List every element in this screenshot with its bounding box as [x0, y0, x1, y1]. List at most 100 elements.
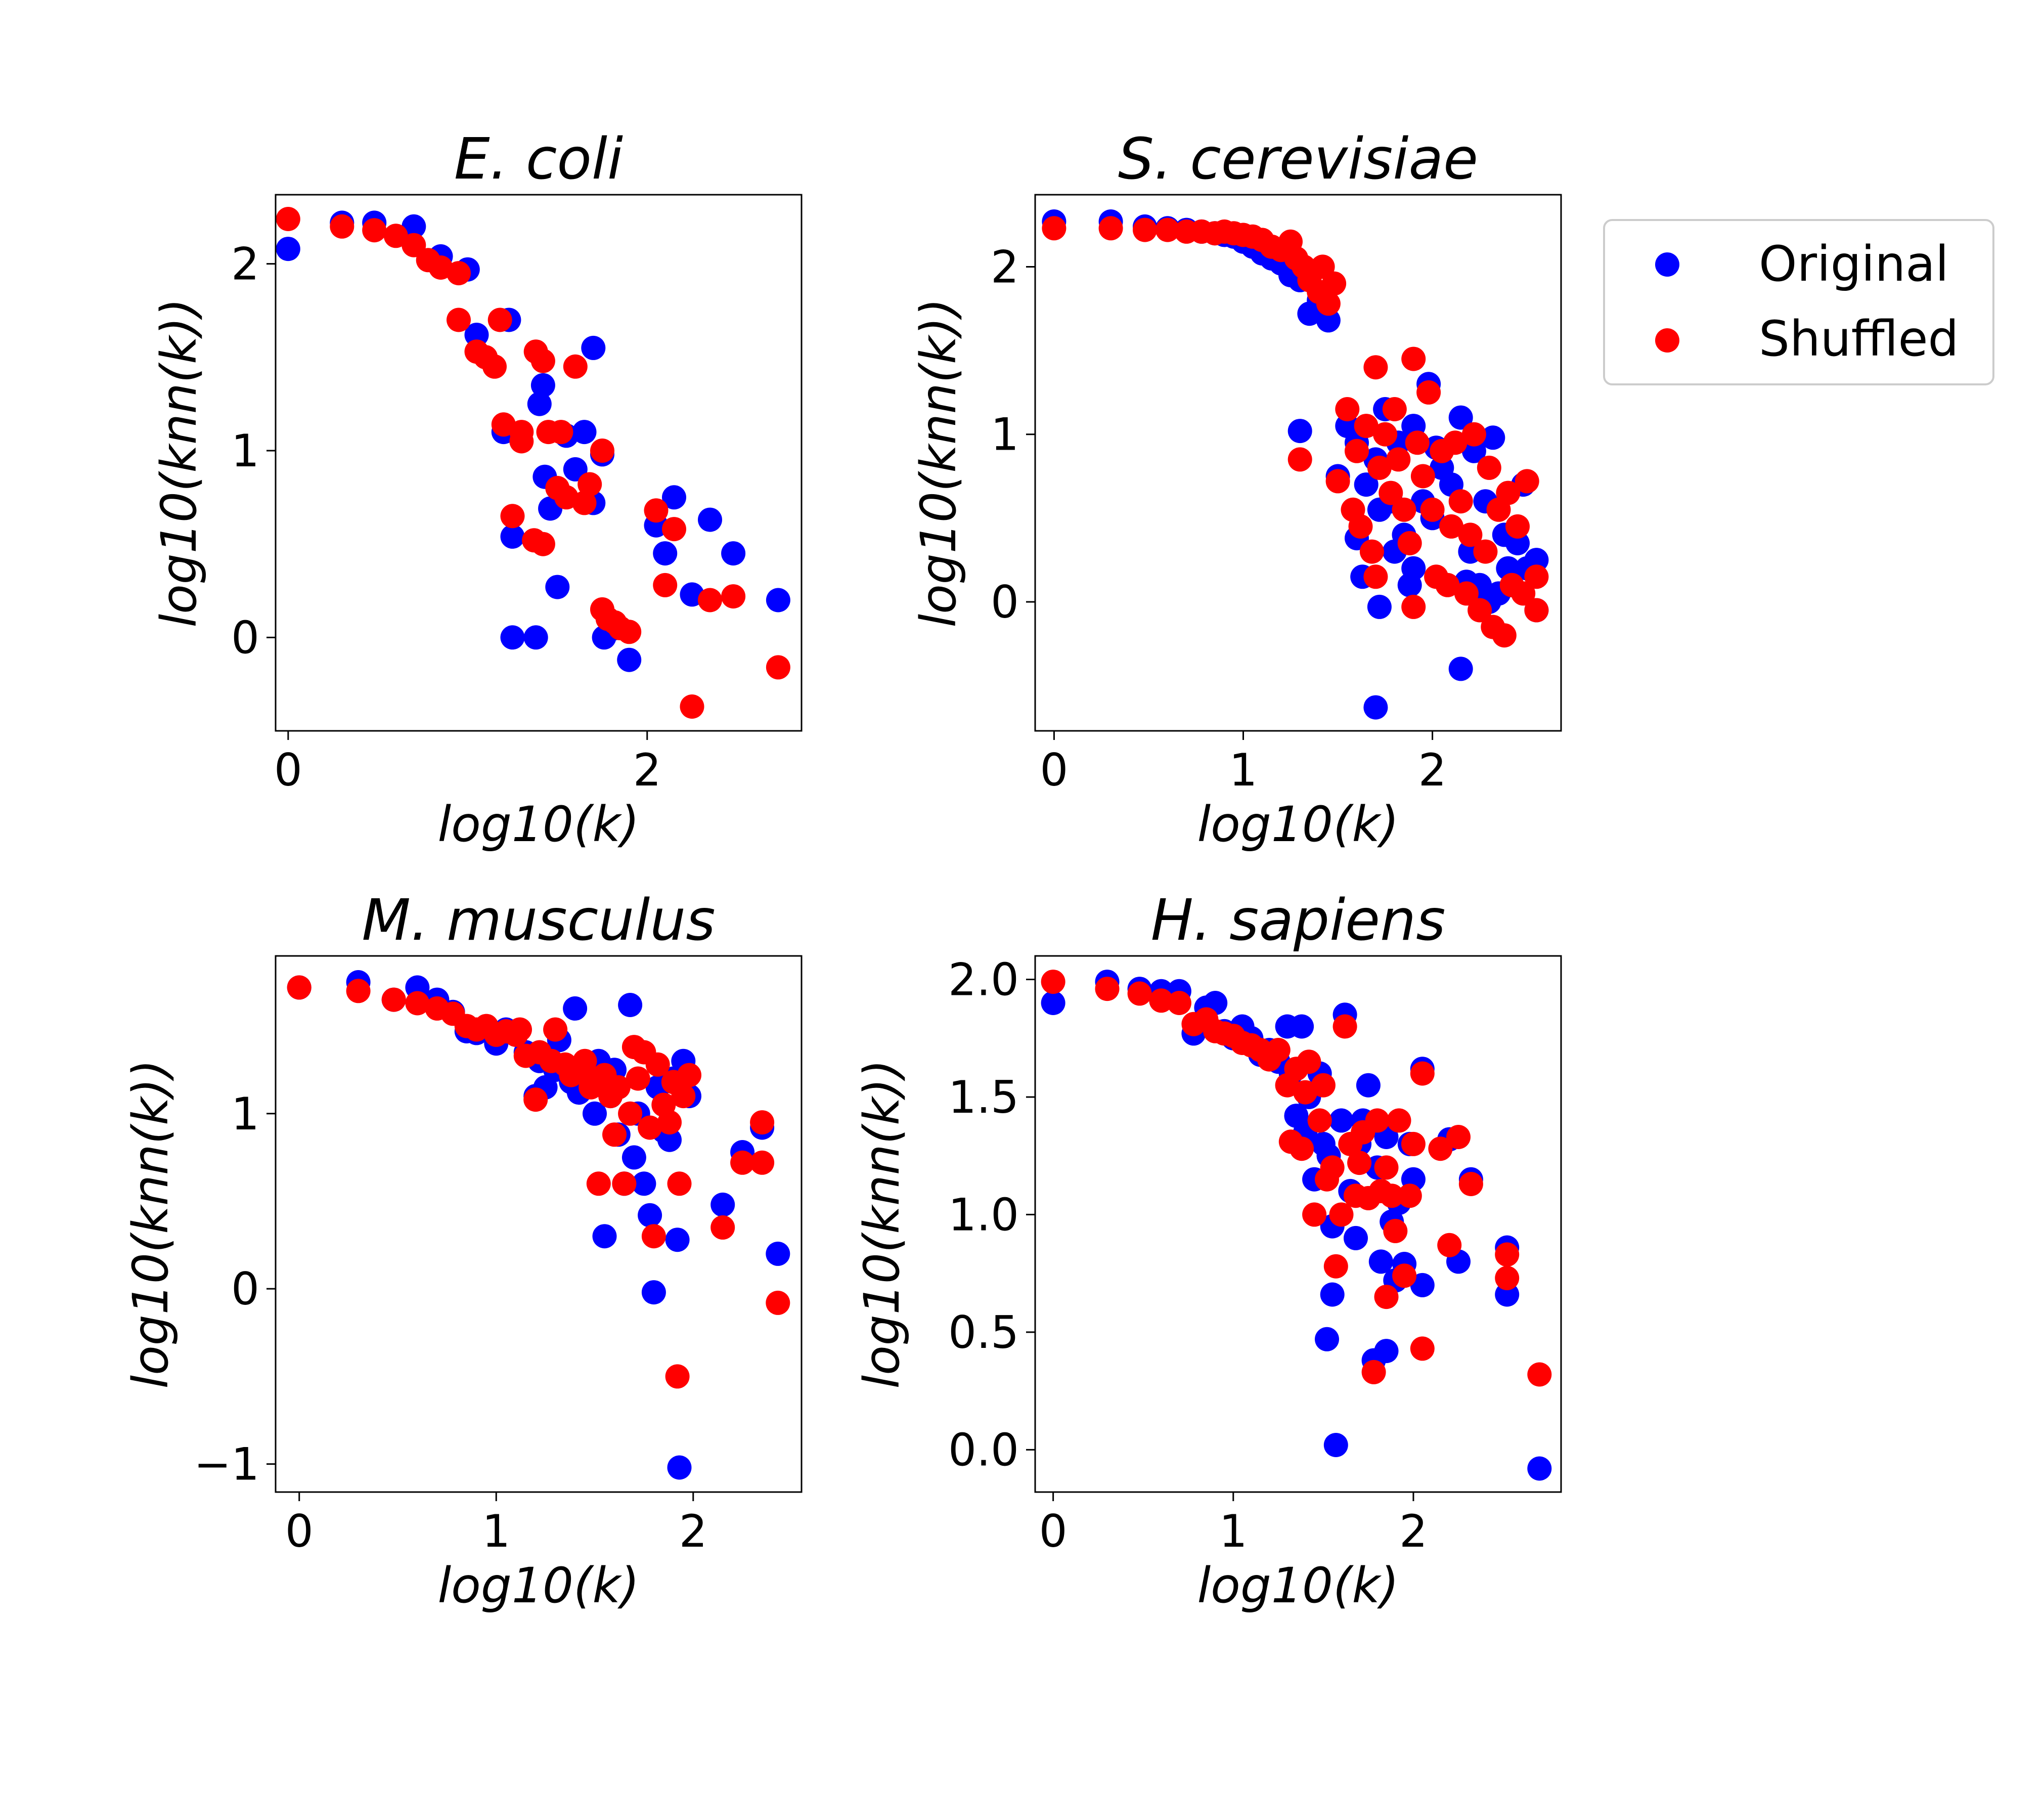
- data-point-shuffled: [1335, 397, 1360, 421]
- data-point-shuffled: [1329, 1202, 1354, 1227]
- data-point-original: [583, 1101, 607, 1126]
- data-point-shuffled: [572, 491, 597, 515]
- data-point-original: [1356, 1073, 1381, 1098]
- data-point-shuffled: [1363, 355, 1388, 380]
- data-point-shuffled: [1496, 480, 1521, 505]
- y-tick-label: 0: [231, 1263, 259, 1315]
- data-point-shuffled: [500, 504, 525, 529]
- data-point-shuffled: [563, 354, 588, 379]
- data-point-shuffled: [1437, 1233, 1462, 1257]
- plot-frame-mmusculus: [275, 955, 803, 1493]
- data-point-shuffled: [626, 1066, 650, 1091]
- data-point-shuffled: [530, 532, 555, 556]
- y-tick-label: 1.5: [948, 1071, 1019, 1123]
- data-point-shuffled: [1397, 531, 1422, 555]
- data-point-shuffled: [1332, 1014, 1357, 1039]
- data-point-shuffled: [1266, 1038, 1291, 1062]
- chart-title-scerevisiae: S. cerevisiae: [1118, 126, 1478, 192]
- chart-title-mmusculus: M. musculus: [362, 888, 715, 953]
- data-point-shuffled: [1155, 217, 1180, 242]
- x-tick-label: 2: [633, 744, 661, 796]
- data-point-original: [1505, 531, 1530, 555]
- data-point-shuffled: [665, 1364, 690, 1389]
- data-point-shuffled: [653, 573, 678, 597]
- plot-frame-ecoli: [275, 194, 803, 732]
- data-point-shuffled: [1290, 1136, 1314, 1161]
- series-shuffled-scerevisiae: [1042, 216, 1549, 648]
- data-point-original: [1461, 439, 1486, 463]
- x-axis-label-scerevisiae: log10(k): [1197, 796, 1399, 853]
- data-point-original: [653, 541, 678, 566]
- y-tick-label: 0: [991, 576, 1019, 628]
- y-tick-label: 1: [991, 409, 1019, 461]
- data-point-shuffled: [1515, 469, 1539, 494]
- data-point-shuffled: [1373, 422, 1398, 447]
- data-point-shuffled: [543, 1017, 568, 1042]
- data-point-original: [464, 323, 489, 347]
- data-point-original: [1315, 1327, 1339, 1351]
- data-point-shuffled: [1492, 623, 1517, 648]
- data-point-shuffled: [1365, 1108, 1390, 1133]
- data-point-shuffled: [1428, 1136, 1453, 1161]
- data-point-shuffled: [606, 1075, 631, 1100]
- data-point-shuffled: [677, 1063, 701, 1087]
- data-point-shuffled: [1468, 598, 1492, 623]
- data-point-shuffled: [1322, 271, 1347, 296]
- data-point-shuffled: [1416, 380, 1441, 405]
- data-point-original: [1344, 1226, 1368, 1250]
- data-point-original: [1527, 1456, 1552, 1481]
- data-point-shuffled: [1133, 217, 1157, 242]
- y-axis-label-ecoli: log10(knn(k)): [151, 298, 207, 627]
- data-point-original: [766, 1241, 790, 1266]
- data-point-original: [1290, 1014, 1314, 1039]
- data-point-shuffled: [381, 987, 406, 1012]
- data-point-shuffled: [447, 308, 471, 332]
- data-point-original: [1374, 1339, 1399, 1364]
- y-axis-label-mmusculus: log10(knn(k)): [122, 1059, 179, 1388]
- data-point-shuffled: [750, 1150, 775, 1175]
- data-point-original: [500, 524, 525, 549]
- data-point-shuffled: [1167, 991, 1191, 1015]
- data-point-shuffled: [1354, 414, 1379, 439]
- data-point-shuffled: [1461, 422, 1486, 447]
- data-point-shuffled: [1410, 1336, 1435, 1361]
- data-point-shuffled: [383, 224, 408, 248]
- data-point-shuffled: [662, 517, 686, 542]
- data-point-shuffled: [1401, 346, 1426, 371]
- data-point-original: [402, 214, 426, 239]
- data-point-shuffled: [1379, 480, 1403, 505]
- data-point-shuffled: [1505, 514, 1530, 539]
- data-point-shuffled: [1367, 455, 1392, 480]
- data-point-shuffled: [1149, 988, 1174, 1013]
- data-point-shuffled: [1325, 469, 1350, 494]
- data-point-shuffled: [1527, 1362, 1552, 1387]
- data-point-shuffled: [1397, 1184, 1422, 1208]
- data-point-original: [527, 391, 552, 416]
- data-point-shuffled: [638, 1115, 662, 1140]
- data-point-shuffled: [602, 1122, 627, 1147]
- data-point-original: [1401, 556, 1426, 581]
- data-point-original: [1481, 425, 1505, 450]
- legend-marker-original: [1655, 252, 1679, 277]
- data-point-original: [667, 1455, 692, 1480]
- data-point-shuffled: [667, 1171, 692, 1196]
- data-point-original: [1320, 1282, 1345, 1307]
- x-tick-label: 0: [1039, 1505, 1068, 1557]
- data-point-shuffled: [1302, 1202, 1327, 1227]
- series-shuffled-ecoli: [276, 207, 790, 719]
- data-point-shuffled: [1041, 970, 1065, 994]
- x-axis-label-ecoli: log10(k): [438, 796, 640, 853]
- data-point-original: [665, 1228, 690, 1252]
- data-point-shuffled: [645, 1052, 670, 1077]
- data-point-original: [530, 373, 555, 398]
- data-point-shuffled: [617, 620, 642, 644]
- data-point-original: [1287, 419, 1312, 444]
- data-point-shuffled: [1345, 439, 1369, 463]
- data-point-original: [1448, 657, 1473, 681]
- y-tick-label: 1: [231, 1088, 259, 1140]
- series-original-hsapiens: [1041, 970, 1552, 1481]
- data-point-original: [710, 1192, 735, 1217]
- data-point-original: [1354, 472, 1379, 497]
- y-tick-label: −1: [194, 1438, 259, 1491]
